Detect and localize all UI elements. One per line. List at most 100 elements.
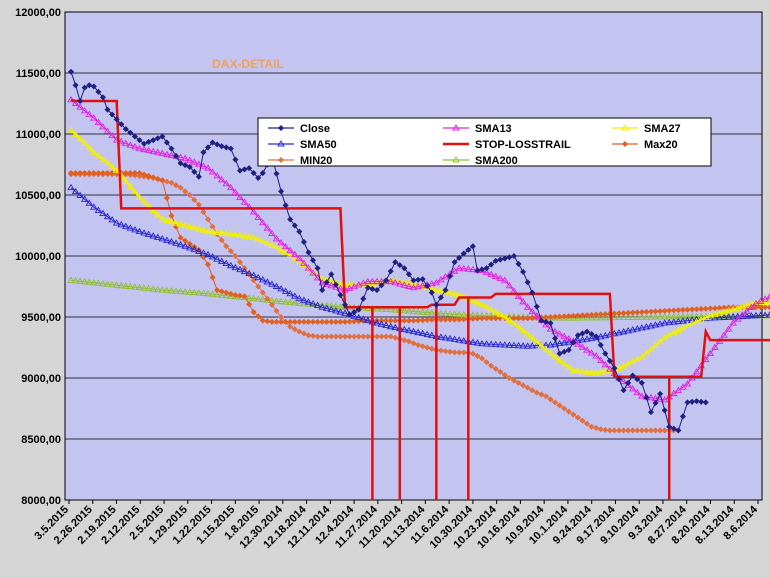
y-tick-label: 10000,00: [15, 251, 61, 263]
data-point: [94, 206, 103, 213]
data-point: [387, 333, 394, 340]
data-point: [245, 269, 253, 277]
data-point: [90, 83, 97, 90]
data-point: [565, 346, 572, 353]
data-point: [236, 259, 243, 266]
data-point: [287, 318, 294, 325]
data-point: [136, 173, 143, 180]
data-point: [437, 316, 444, 323]
data-point: [542, 320, 550, 328]
y-tick-label: 10500,00: [15, 190, 61, 202]
data-point: [647, 308, 654, 315]
data-point: [720, 313, 728, 320]
data-point: [679, 306, 686, 313]
data-point: [323, 279, 330, 286]
data-point: [437, 294, 444, 301]
data-point: [199, 162, 208, 169]
data-point: [391, 278, 400, 286]
data-point: [729, 313, 737, 320]
data-point: [204, 250, 212, 258]
data-point: [437, 347, 444, 354]
data-point: [182, 188, 189, 195]
data-point: [217, 291, 226, 298]
data-point: [651, 321, 660, 328]
data-point: [268, 241, 276, 248]
data-point: [204, 144, 212, 151]
data-point: [629, 372, 636, 379]
data-point: [510, 319, 518, 327]
data-point: [524, 279, 531, 286]
data-point: [491, 272, 500, 279]
data-point: [186, 240, 193, 247]
data-point: [90, 114, 98, 121]
data-point: [337, 292, 344, 299]
data-point: [186, 163, 193, 170]
data-point: [305, 332, 312, 339]
data-point: [103, 127, 112, 134]
data-point: [428, 289, 435, 296]
data-point: [574, 367, 582, 374]
data-point: [99, 94, 106, 101]
data-point: [396, 262, 403, 269]
data-point: [497, 368, 504, 375]
data-point: [291, 326, 298, 333]
data-point: [551, 353, 559, 360]
data-point: [628, 326, 637, 333]
data-point: [647, 345, 655, 352]
data-point: [373, 333, 380, 340]
data-point: [281, 287, 290, 294]
data-point: [455, 264, 463, 271]
data-point: [337, 333, 344, 340]
data-point: [574, 414, 581, 421]
data-point: [584, 328, 591, 335]
data-point: [364, 333, 371, 340]
data-point: [615, 376, 623, 383]
data-point: [684, 399, 691, 406]
data-point: [259, 170, 266, 177]
data-point: [501, 371, 508, 378]
data-point: [222, 259, 231, 267]
data-point: [336, 284, 345, 292]
data-point: [683, 380, 692, 387]
data-point: [168, 179, 175, 186]
data-point: [95, 88, 102, 95]
data-point: [752, 311, 760, 319]
data-point: [286, 251, 294, 258]
data-point: [77, 170, 84, 177]
data-point: [327, 302, 336, 309]
data-point: [249, 271, 258, 278]
data-point: [427, 331, 436, 338]
data-point: [153, 148, 162, 155]
data-point: [304, 264, 313, 271]
data-point: [391, 306, 400, 313]
data-point: [150, 174, 157, 181]
data-point: [593, 424, 600, 432]
data-point: [364, 316, 372, 324]
data-point: [249, 208, 258, 215]
data-point: [318, 275, 326, 282]
data-point: [578, 367, 587, 375]
data-point: [533, 312, 541, 319]
data-point: [126, 141, 135, 148]
data-point: [624, 313, 632, 320]
data-point: [601, 331, 610, 339]
data-point: [328, 318, 335, 325]
data-point: [519, 342, 527, 349]
data-point: [587, 368, 596, 376]
data-point: [295, 254, 304, 261]
data-point: [259, 276, 267, 283]
data-point: [332, 307, 340, 314]
series-line: [70, 98, 770, 379]
data-point: [199, 289, 208, 296]
data-point: [697, 312, 705, 319]
data-point: [432, 286, 441, 293]
data-point: [176, 153, 185, 160]
data-point: [327, 281, 336, 289]
data-point: [428, 345, 435, 352]
data-point: [322, 301, 331, 309]
data-point: [456, 254, 463, 261]
data-point: [583, 335, 591, 342]
data-point: [122, 170, 129, 177]
data-point: [615, 328, 623, 336]
data-point: [415, 342, 422, 349]
